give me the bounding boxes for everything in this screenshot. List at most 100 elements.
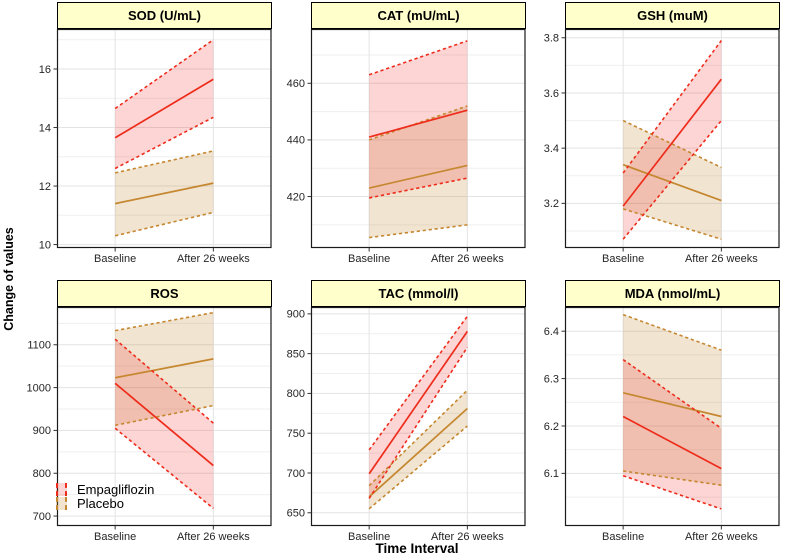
y-tick-label: 900	[33, 425, 51, 437]
x-tick-label: Baseline	[94, 531, 136, 543]
legend-key-empagliflozin-icon	[56, 483, 67, 496]
y-tick-label: 1000	[27, 382, 51, 394]
mean-line-placebo	[622, 163, 722, 202]
mean-line-empagliflozin	[114, 382, 214, 467]
facet-title: SOD (U/mL)	[128, 8, 201, 23]
ci-upper-placebo	[368, 389, 468, 487]
series-layer	[368, 315, 469, 510]
facet-tac: TAC (mmol/l) 650 700 750 800 850 900 Baseline A…	[272, 280, 526, 543]
y-tick-label: 440	[287, 135, 305, 147]
y-tick-label: 16	[39, 64, 51, 76]
facet-strip-cat: CAT (mU/mL)	[311, 2, 526, 29]
facet-sod: SOD (U/mL) 10 12 14 16 Baseline After 26 week…	[18, 2, 272, 265]
y-tick-label: 14	[39, 122, 51, 134]
ci-upper-placebo	[368, 105, 468, 141]
ci-upper-placebo	[115, 311, 214, 332]
facet-ros: ROS 700 800 900 1000 1100 Baseline After 26 we…	[18, 280, 272, 543]
legend-key-placebo-icon	[56, 497, 67, 510]
series-layer	[114, 311, 214, 509]
y-tick-label: 800	[33, 468, 51, 480]
facet-title: ROS	[150, 286, 179, 301]
x-tick-label: After 26 weeks	[177, 253, 250, 265]
facet-mda: MDA (nmol/mL) 6.1 6.2 6.3 6.4 Baseline After …	[526, 280, 780, 543]
x-tick-label: Baseline	[348, 531, 390, 543]
panel-plot-sod: 10 12 14 16 Baseline After 26 weeks	[39, 29, 272, 265]
facet-title: GSH (muM)	[637, 8, 708, 23]
series-layer	[368, 40, 468, 239]
y-tick-label: 6.2	[544, 421, 559, 433]
y-tick-label: 6.3	[544, 373, 559, 385]
ci-lower-empagliflozin	[622, 120, 722, 240]
panel-border	[310, 29, 526, 249]
mean-line-empagliflozin	[114, 78, 214, 139]
y-tick-label: 900	[287, 309, 305, 321]
facet-strip-gsh: GSH (muM)	[565, 2, 780, 29]
legend-item-placebo: Placebo	[56, 497, 154, 510]
facet-grid: SOD (U/mL) 10 12 14 16 Baseline After 26 week…	[18, 2, 780, 543]
y-tick-label: 10	[39, 239, 51, 251]
y-tick-label: 650	[287, 508, 305, 520]
mean-line-placebo	[368, 164, 468, 189]
ribbon-empagliflozin	[115, 39, 214, 169]
mean-line-empagliflozin	[368, 109, 468, 138]
facet-gsh: GSH (muM) 3.2 3.4 3.6 3.8 Baseline After 26 w…	[526, 2, 780, 265]
series-layer	[622, 313, 722, 510]
panel-border	[56, 307, 272, 527]
mean-line-placebo	[622, 391, 722, 418]
ribbon-placebo	[623, 314, 722, 486]
facet-strip-ros: ROS	[57, 280, 272, 307]
y-axis-title: Change of values	[2, 227, 16, 331]
legend-label: Empagliflozin	[77, 482, 155, 497]
facet-row-bottom: ROS 700 800 900 1000 1100 Baseline After 26 we…	[18, 280, 780, 543]
panel-plot-mda: 6.1 6.2 6.3 6.4 Baseline After 26 weeks	[544, 307, 780, 543]
ribbon-empagliflozin	[369, 316, 468, 499]
series-layer	[114, 39, 214, 237]
panel-border	[564, 307, 780, 527]
facet-strip-tac: TAC (mmol/l)	[311, 280, 526, 307]
y-tick-label: 6.1	[544, 468, 559, 480]
ribbon-placebo	[369, 390, 468, 509]
y-tick-label: 420	[287, 191, 305, 203]
x-tick-label: Baseline	[602, 253, 644, 265]
y-tick-label: 3.8	[544, 33, 559, 45]
ci-lower-placebo	[623, 470, 722, 487]
ci-lower-placebo	[114, 211, 214, 237]
series-layer	[622, 40, 723, 240]
facet-title: TAC (mmol/l)	[378, 286, 459, 301]
panel-plot-cat: 420 440 460 Baseline After 26 weeks	[287, 29, 526, 265]
y-tick-label: 1100	[27, 340, 51, 352]
x-tick-label: After 26 weeks	[431, 253, 504, 265]
mean-line-placebo	[368, 407, 468, 498]
y-tick-label: 3.4	[544, 143, 559, 155]
legend-label: Placebo	[77, 496, 124, 511]
ribbon-empagliflozin	[623, 359, 722, 509]
y-tick-label: 3.2	[544, 198, 559, 210]
ci-lower-placebo	[622, 208, 722, 240]
y-tick-label: 12	[39, 181, 51, 193]
ci-lower-empagliflozin	[368, 346, 469, 499]
ci-upper-empagliflozin	[622, 358, 722, 430]
ci-lower-placebo	[369, 224, 468, 239]
x-tick-label: After 26 weeks	[685, 531, 758, 543]
panel-plot-tac: 650 700 750 800 850 900 Baseline After 26 weeks	[287, 307, 526, 543]
ribbon-placebo	[369, 105, 468, 238]
y-tick-label: 3.6	[544, 88, 559, 100]
x-tick-label: After 26 weeks	[685, 253, 758, 265]
ci-lower-empagliflozin	[622, 474, 722, 510]
facet-cat: CAT (mU/mL) 420 440 460 Baseline After 26 we…	[272, 2, 526, 265]
ci-upper-empagliflozin	[114, 39, 214, 110]
legend: Empagliflozin Placebo	[56, 483, 154, 510]
mean-line-placebo	[114, 182, 214, 205]
facet-strip-mda: MDA (nmol/mL)	[565, 280, 780, 307]
facet-strip-sod: SOD (U/mL)	[57, 2, 272, 29]
ci-lower-empagliflozin	[114, 427, 214, 509]
mean-line-empagliflozin	[622, 415, 722, 470]
panel-plot-gsh: 3.2 3.4 3.6 3.8 Baseline After 26 weeks	[544, 29, 780, 265]
mean-line-empagliflozin	[622, 78, 723, 207]
y-tick-label: 750	[287, 428, 305, 440]
ribbon-empagliflozin	[623, 40, 722, 240]
x-tick-label: Baseline	[602, 531, 644, 543]
y-tick-label: 700	[287, 468, 305, 480]
mean-line-placebo	[114, 358, 214, 379]
